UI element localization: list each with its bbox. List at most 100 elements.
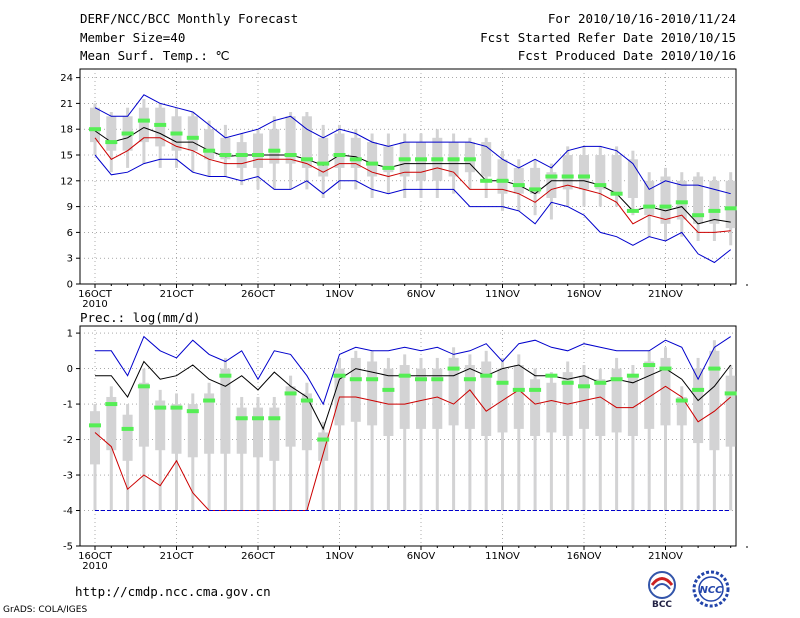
y-tick-label: 9 [67, 202, 73, 213]
ensemble-box [138, 382, 149, 447]
ensemble-whisker [680, 386, 684, 511]
ensemble-box [253, 407, 263, 458]
ensemble-box [334, 133, 345, 168]
ensemble-box [595, 155, 606, 190]
ensemble-whisker [582, 365, 586, 511]
median-marker [203, 398, 216, 403]
median-marker [415, 377, 427, 382]
prec-panel-title: Prec.: log(mm/d) [80, 310, 200, 325]
ensemble-whisker [452, 347, 456, 511]
ensemble-whisker [468, 354, 472, 511]
bcc-logo: BCC [648, 571, 676, 609]
x-tick-label: 16NOV [567, 289, 602, 300]
ensemble-box [481, 142, 492, 177]
median-marker [398, 373, 411, 378]
median-marker [545, 373, 558, 378]
ensemble-whisker [403, 354, 407, 511]
x-tick-label: 21OCT [160, 551, 195, 562]
median-marker [300, 157, 313, 162]
y-tick-label: 0 [67, 280, 73, 291]
ensemble-whisker [501, 357, 504, 511]
ensemble-box [90, 107, 100, 143]
series-line-upper [95, 335, 731, 406]
ensemble-box [676, 180, 687, 220]
ensemble-box [627, 159, 638, 198]
median-marker [398, 157, 411, 162]
median-marker [121, 426, 134, 431]
median-marker [154, 405, 167, 410]
ensemble-box [350, 137, 361, 168]
series-line-lower [94, 137, 731, 233]
median-marker [252, 153, 264, 157]
ensemble-whisker [435, 357, 439, 511]
ensemble-whisker [647, 350, 651, 511]
bcc-logo-text: BCC [652, 600, 672, 609]
ensemble-box [725, 180, 736, 229]
median-marker [529, 387, 542, 392]
median-marker [121, 131, 134, 136]
ensemble-box [497, 159, 508, 194]
series-line-mean [94, 126, 731, 225]
x-tick-label: 2010 [82, 561, 107, 572]
x-tick-label: 11NOV [485, 289, 520, 300]
median-marker [463, 377, 476, 382]
median-marker [219, 373, 232, 378]
ensemble-box [155, 400, 166, 451]
x-tick-label: 6NOV [407, 289, 436, 300]
median-marker [724, 391, 737, 396]
ensemble-box [138, 107, 149, 143]
ensemble-box [301, 116, 312, 168]
y-tick-label: 3 [67, 254, 73, 265]
median-marker [708, 366, 721, 371]
median-marker [186, 135, 199, 140]
median-marker [594, 183, 607, 188]
median-marker [300, 398, 313, 403]
source-url[interactable]: http://cmdp.ncc.cma.gov.cn [75, 584, 271, 599]
ncc-logo-text: NCC [699, 585, 723, 596]
median-marker [578, 384, 590, 389]
ensemble-box [416, 368, 426, 429]
ensemble-box [595, 379, 606, 436]
x-tick-label: 16OCT [78, 289, 113, 300]
median-marker [89, 127, 101, 132]
median-marker [431, 377, 444, 382]
ensemble-box [269, 129, 280, 164]
y-tick-label: 21 [60, 99, 73, 110]
x-tick-label: 6NOV [407, 551, 436, 562]
median-marker [643, 363, 656, 368]
member-size: Member Size=40 [80, 30, 186, 45]
ensemble-box [546, 382, 557, 433]
x-tick-label: 1NOV [325, 551, 354, 562]
median-marker [578, 174, 590, 179]
median-marker [154, 122, 167, 127]
median-marker [708, 208, 721, 213]
ensemble-box [318, 432, 329, 461]
y-tick-label: 0 [67, 364, 73, 375]
ensemble-box [220, 368, 231, 454]
median-marker [317, 161, 330, 166]
y-tick-label: -4 [63, 506, 73, 517]
ensemble-box [269, 407, 280, 461]
x-tick-label: 11NOV [485, 551, 520, 562]
median-marker [366, 161, 379, 166]
median-marker [643, 204, 656, 209]
series-line-lowest [94, 154, 732, 264]
ensemble-box [644, 361, 655, 429]
median-marker [692, 387, 705, 392]
plot-frame-prec [79, 325, 737, 547]
median-marker [203, 148, 216, 153]
series-line-mean [95, 360, 732, 431]
ensemble-box [464, 365, 475, 429]
fcst-started-date: Fcst Started Refer Date 2010/10/15 [480, 30, 736, 45]
median-marker [512, 387, 525, 392]
ensemble-box [253, 133, 263, 168]
median-marker [170, 131, 183, 136]
ensemble-whisker [631, 365, 635, 511]
ensemble-box [530, 379, 541, 436]
y-tick-label: 6 [67, 228, 73, 239]
ensemble-box [660, 176, 671, 224]
ensemble-box [204, 129, 215, 160]
x-tick-label: 21NOV [648, 551, 683, 562]
median-marker [447, 157, 460, 162]
